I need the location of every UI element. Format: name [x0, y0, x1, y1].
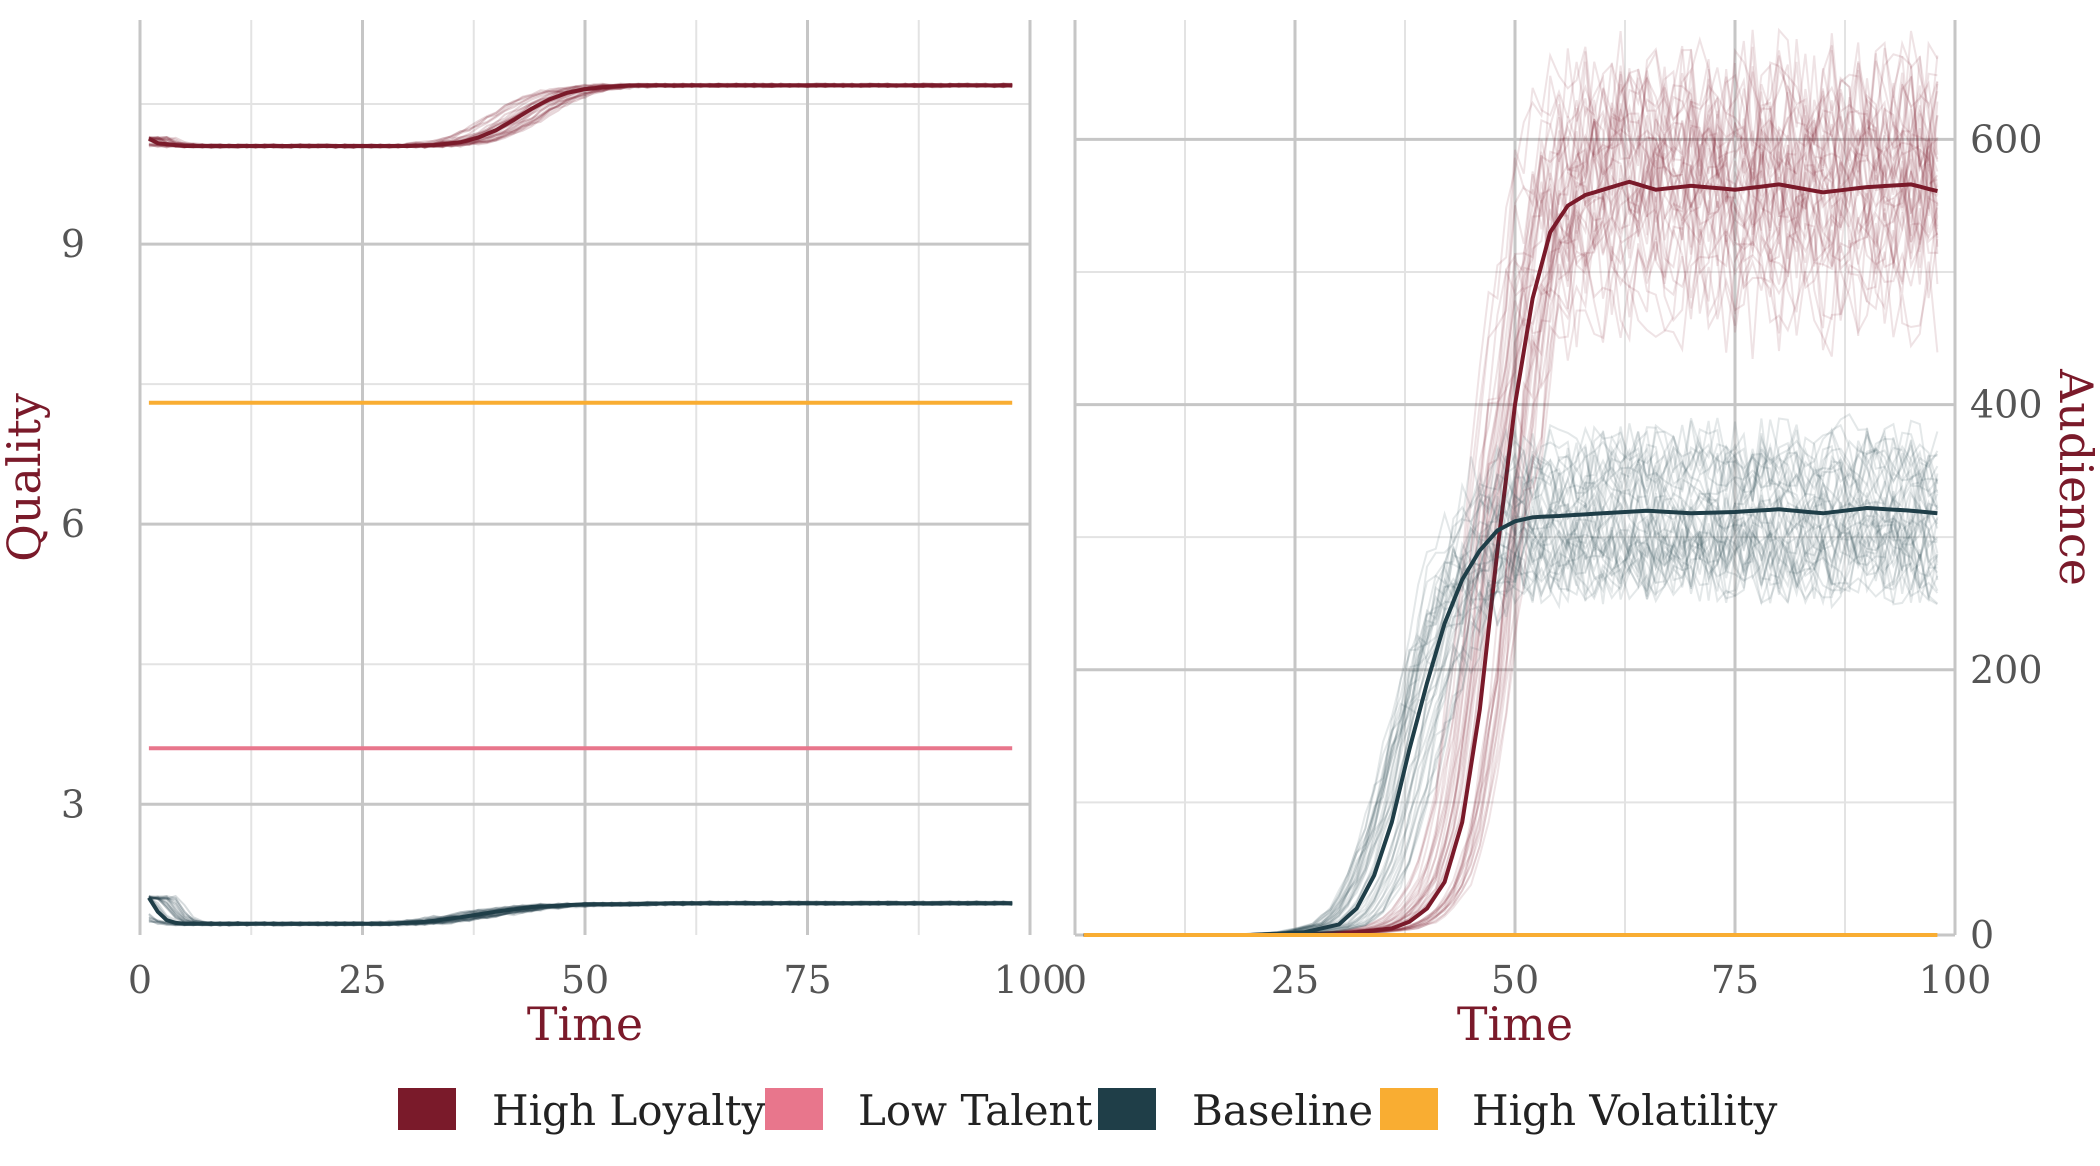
x-tick-label: 100 — [1919, 958, 1992, 1002]
replicate-line — [148, 895, 1013, 927]
x-axis-title: Time — [527, 997, 643, 1051]
replicate-line — [1083, 527, 1939, 936]
mean-line — [147, 83, 1013, 148]
y-tick-label: 600 — [1970, 117, 2043, 161]
y-axis-title: Quality — [0, 393, 51, 562]
replicate-line — [148, 894, 1013, 927]
replicate-line — [148, 895, 1013, 927]
quality-panel: 0 25 50 75 100 3 6 9 Time Quality — [0, 20, 1066, 1051]
mean-line — [147, 896, 1013, 926]
replicate-line — [148, 895, 1013, 927]
legend-label-high-loyalty: High Loyalty — [492, 1086, 766, 1135]
replicate-line — [148, 894, 1013, 927]
series-baseline — [147, 894, 1013, 927]
replicate-line — [1083, 512, 1939, 936]
replicate-line — [1083, 485, 1939, 936]
replicate-line — [148, 895, 1013, 927]
legend-item-low-talent: Low Talent — [765, 1086, 1093, 1135]
legend-label-low-talent: Low Talent — [858, 1086, 1093, 1135]
x-axis-title: Time — [1457, 997, 1573, 1051]
x-tick-label: 75 — [1711, 958, 1759, 1002]
legend-item-baseline: Baseline — [1098, 1086, 1373, 1135]
legend-swatch-baseline — [1098, 1088, 1156, 1130]
x-tick-label: 50 — [561, 958, 609, 1002]
legend-item-high-volatility: High Volatility — [1380, 1086, 1778, 1135]
y-tick-label: 6 — [61, 502, 85, 546]
x-tick-label: 25 — [338, 958, 386, 1002]
legend-label-baseline: Baseline — [1192, 1086, 1373, 1135]
legend-swatch-high-loyalty — [398, 1088, 456, 1130]
legend-swatch-low-talent — [765, 1088, 823, 1130]
y-tick-label: 9 — [61, 222, 85, 266]
x-tick-label: 50 — [1491, 958, 1539, 1002]
replicate-line — [148, 895, 1013, 927]
legend-item-high-loyalty: High Loyalty — [398, 1086, 766, 1135]
legend: High Loyalty Low Talent Baseline High Vo… — [398, 1086, 1778, 1135]
x-tick-label: 100 — [994, 958, 1067, 1002]
x-tick-label: 25 — [1271, 958, 1319, 1002]
replicate-line — [148, 82, 1013, 149]
series-high-loyalty — [147, 82, 1013, 149]
legend-swatch-high-volatility — [1380, 1088, 1438, 1130]
x-tick-label: 75 — [783, 958, 831, 1002]
legend-label-high-volatility: High Volatility — [1472, 1086, 1778, 1135]
x-tick-label: 0 — [1063, 958, 1087, 1002]
x-tick-label: 0 — [128, 958, 152, 1002]
y-tick-label: 200 — [1970, 648, 2043, 692]
y-tick-label: 400 — [1970, 383, 2043, 427]
y-tick-label: 0 — [1970, 913, 1994, 957]
y-tick-label: 3 — [61, 782, 85, 826]
y-axis-title: Audience — [2049, 368, 2100, 586]
replicate-line — [148, 895, 1013, 927]
